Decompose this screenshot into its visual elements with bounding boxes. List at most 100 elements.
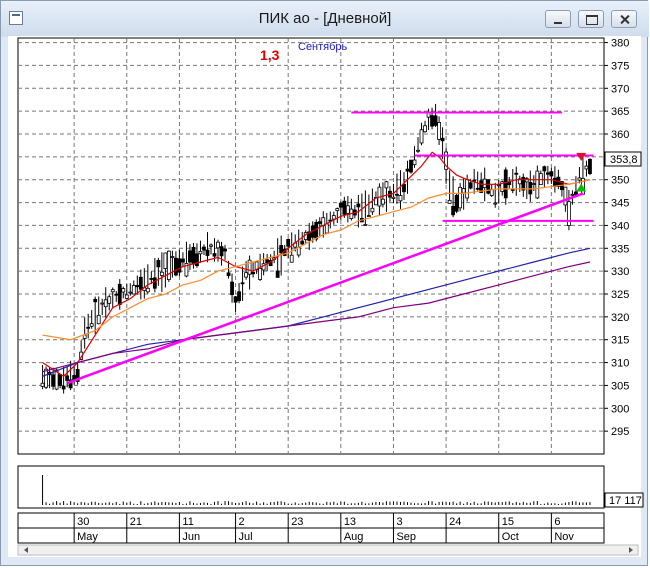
- price-bar-body: [479, 180, 484, 193]
- price-bar-body: [324, 223, 329, 234]
- price-bar-body: [493, 202, 498, 205]
- scroll-left-icon[interactable]: [24, 547, 28, 553]
- price-bar-body: [68, 379, 73, 389]
- price-bar-body: [447, 199, 452, 204]
- price-bar-body: [93, 298, 98, 303]
- month-tick-label: Oct: [502, 531, 519, 543]
- ma-long2-line: [42, 261, 591, 373]
- support-trendline: [66, 192, 584, 385]
- price-bar-body: [152, 277, 157, 289]
- volume-panel[interactable]: [17, 465, 605, 509]
- volume-value-marker: 17 117: [604, 492, 644, 508]
- price-bar-body: [86, 326, 91, 329]
- maximize-button[interactable]: [578, 10, 604, 28]
- price-bar-body: [545, 172, 550, 175]
- price-bar-body: [574, 191, 578, 195]
- price-tick-label: 340: [611, 220, 629, 232]
- price-tick-label: 300: [611, 403, 629, 415]
- price-bar-body: [265, 259, 270, 264]
- horizontal-scrollbar[interactable]: [17, 544, 639, 556]
- price-bar-body: [163, 252, 168, 269]
- price-bar-body: [174, 257, 178, 276]
- price-tick-label: 375: [611, 60, 629, 72]
- price-bar-body: [233, 296, 238, 303]
- ma-medium-line: [42, 179, 591, 341]
- price-bar-body: [317, 221, 322, 224]
- price-bar-body: [531, 183, 536, 185]
- price-bar-body: [416, 149, 420, 152]
- scroll-right-icon[interactable]: [629, 547, 633, 553]
- price-tick-label: 335: [611, 243, 629, 255]
- price-bar-body: [486, 179, 491, 194]
- price-bar-body: [89, 323, 94, 327]
- price-bar-body: [166, 250, 171, 280]
- price-bar-body: [114, 293, 119, 296]
- price-bar-body: [500, 181, 505, 192]
- price-bar-body: [402, 183, 406, 193]
- price-bar-body: [384, 181, 389, 189]
- price-bar-body: [128, 291, 133, 294]
- price-bar-body: [430, 115, 434, 127]
- minimize-button[interactable]: [545, 10, 571, 28]
- month-tick-label: Aug: [344, 531, 364, 543]
- price-bar-body: [296, 247, 301, 256]
- title-bar[interactable]: ПИК ао - [Дневной]: [1, 1, 649, 37]
- price-bar-body: [300, 240, 305, 245]
- date-tick-label: 21: [130, 516, 142, 528]
- price-panel[interactable]: [17, 37, 605, 455]
- price-bar-body: [65, 375, 70, 381]
- date-tick-label: 11: [182, 516, 193, 528]
- price-bar-body: [205, 249, 210, 256]
- sell-signal-icon: [576, 152, 587, 161]
- price-bar-body: [363, 224, 368, 226]
- price-bar-body: [230, 281, 234, 296]
- price-bar-body: [514, 172, 519, 175]
- price-bar-body: [482, 178, 487, 189]
- ma-short-line: [42, 151, 591, 378]
- month-tick-label: Jun: [182, 531, 200, 543]
- price-bar-body: [409, 159, 413, 173]
- price-bar-body: [433, 115, 438, 126]
- price-bar-body: [458, 186, 463, 209]
- month-tick-label: Jul: [239, 531, 253, 543]
- close-button[interactable]: [611, 10, 637, 28]
- price-bar-body: [552, 177, 557, 187]
- volume-value: 17 117: [609, 495, 642, 507]
- month-tick-label: Nov: [554, 531, 574, 543]
- price-tick-label: 330: [611, 266, 629, 278]
- price-bar-body: [156, 260, 161, 268]
- price-bar-body: [54, 369, 59, 390]
- price-tick-label: 310: [611, 358, 629, 370]
- price-bar-body: [405, 168, 410, 172]
- buy-signal-icon: [576, 183, 587, 192]
- date-tick-label: 6: [554, 516, 560, 528]
- price-bar-body: [335, 208, 340, 212]
- price-bar-body: [289, 254, 294, 263]
- price-bar-body: [145, 287, 150, 293]
- price-tick-label: 370: [611, 83, 629, 95]
- price-bar-body: [510, 189, 515, 191]
- price-bar-body: [468, 182, 473, 189]
- price-bar-body: [370, 207, 375, 213]
- price-bar-body: [138, 276, 143, 290]
- price-bar-body: [131, 285, 136, 295]
- date-tick-label: 30: [77, 516, 89, 528]
- price-bar-body: [121, 288, 126, 293]
- price-bar-body: [170, 256, 175, 258]
- price-bar-body: [177, 258, 182, 273]
- price-bar-body: [100, 302, 105, 305]
- price-bar-body: [521, 176, 526, 191]
- price-bar-body: [549, 171, 554, 177]
- price-tick-label: 360: [611, 129, 629, 141]
- price-bar-body: [244, 272, 248, 278]
- price-bar-body: [240, 282, 245, 285]
- volume-bars: [42, 475, 591, 505]
- price-bar-body: [195, 253, 199, 267]
- last-price-value: 353,8: [610, 154, 638, 166]
- price-bar-body: [437, 122, 441, 140]
- date-tick-label: 24: [449, 516, 461, 528]
- price-bar-body: [356, 203, 361, 208]
- price-bar-body: [286, 238, 291, 247]
- price-bar-body: [58, 374, 63, 386]
